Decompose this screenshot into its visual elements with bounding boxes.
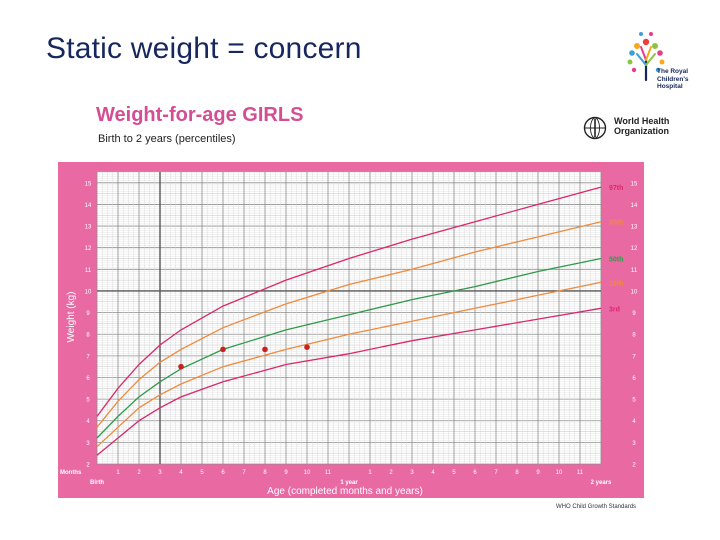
y-tick-label-left: 8 — [86, 333, 90, 339]
chart-subtitle: Birth to 2 years (percentiles) — [98, 133, 236, 145]
y-tick-label-left: 9 — [86, 311, 90, 317]
x-tick-label: 10 — [304, 470, 311, 476]
x-tick-label: 8 — [515, 470, 519, 476]
y-tick-label-right: 13 — [631, 225, 638, 231]
chart-grid — [96, 171, 602, 465]
y-tick-label-left: 2 — [86, 463, 90, 469]
source-label: WHO Child Growth Standards — [556, 504, 637, 510]
x-tick-label: 1 — [368, 470, 372, 476]
x-tick-label: 5 — [200, 470, 204, 476]
y-tick-label-left: 6 — [86, 376, 90, 382]
who-emblem-icon — [583, 116, 607, 140]
logo-text: The Royal Children's Hospital — [657, 68, 689, 91]
y-tick-label-right: 8 — [632, 333, 636, 339]
x-tick-label: 2 — [137, 470, 141, 476]
x-tick-label: 11 — [577, 470, 584, 476]
percentile-curve-50th — [96, 257, 602, 439]
percentile-label-97th: 97th — [609, 185, 623, 192]
y-tick-label-left: 5 — [86, 398, 90, 404]
x-tick-label: 1 — [116, 470, 120, 476]
patient-weight-point — [178, 363, 184, 370]
percentile-curve-85th — [96, 221, 602, 428]
royal-childrens-hospital-logo — [627, 32, 665, 82]
x-tick-label: 7 — [242, 470, 246, 476]
x-tick-label: 9 — [284, 470, 288, 476]
x-tick-label: Birth — [90, 480, 104, 486]
y-tick-label-right: 12 — [631, 246, 638, 252]
logo-text-line: Children's — [657, 75, 689, 83]
x-tick-label: 8 — [263, 470, 267, 476]
chart-patient-points — [178, 344, 310, 370]
y-tick-label-right: 2 — [632, 463, 636, 469]
chart-reference-lines — [97, 172, 601, 464]
percentile-label-50th: 50th — [609, 257, 623, 264]
y-tick-label-right: 11 — [631, 268, 638, 274]
percentile-label-3rd: 3rd — [609, 306, 620, 313]
who-name-line: Organization — [614, 126, 670, 136]
x-tick-label: 5 — [452, 470, 456, 476]
patient-weight-point — [304, 344, 310, 351]
y-tick-label-left: 12 — [85, 246, 92, 252]
x-tick-label: 4 — [431, 470, 435, 476]
y-tick-label-right: 14 — [631, 203, 638, 209]
y-tick-label-right: 4 — [632, 419, 636, 425]
percentile-curve-15th — [96, 281, 602, 448]
percentile-label-85th: 85th — [609, 220, 623, 227]
x-tick-label: 2 — [389, 470, 393, 476]
x-tick-label: 7 — [494, 470, 498, 476]
who-name: World Health Organization — [614, 116, 669, 136]
y-tick-label-right: 3 — [632, 441, 636, 447]
y-tick-label-right: 6 — [632, 376, 636, 382]
x-tick-label: 11 — [325, 470, 332, 476]
x-tick-label: 1 year — [340, 480, 358, 486]
who-name-line: World Health — [614, 116, 670, 126]
y-tick-label-right: 9 — [632, 311, 636, 317]
y-tick-label-right: 15 — [631, 181, 638, 187]
y-tick-label-right: 7 — [632, 354, 636, 360]
y-tick-label-left: 7 — [86, 354, 90, 360]
y-tick-label-left: 11 — [85, 268, 92, 274]
percentile-label-15th: 15th — [609, 280, 623, 287]
chart-title: Weight-for-age GIRLS — [96, 104, 304, 126]
y-axis-label: Weight (kg) — [66, 292, 77, 343]
percentile-curve-3rd — [96, 307, 602, 456]
x-tick-label: 6 — [473, 470, 477, 476]
y-tick-label-left: 15 — [85, 181, 92, 187]
y-tick-label-left: 4 — [86, 419, 90, 425]
y-tick-label-left: 10 — [85, 289, 92, 295]
x-tick-label: 10 — [556, 470, 563, 476]
slide-title: Static weight = concern — [46, 32, 362, 65]
y-tick-label-left: 14 — [85, 203, 92, 209]
logo-text-line: Hospital — [657, 83, 683, 90]
y-tick-label-left: 3 — [86, 441, 90, 447]
chart-curves: 97th 85th 50th 15th 3rd — [96, 185, 623, 456]
x-tick-label: 3 — [410, 470, 414, 476]
y-tick-label-right: 5 — [632, 398, 636, 404]
logo-text-line: The Royal — [657, 68, 689, 75]
x-axis-label: Age (completed months and years) — [267, 486, 423, 497]
x-tick-label: 6 — [221, 470, 225, 476]
y-tick-label-right: 10 — [631, 289, 638, 295]
patient-weight-point — [262, 346, 268, 353]
x-tick-label: 9 — [536, 470, 540, 476]
x-tick-label: 3 — [158, 470, 162, 476]
patient-weight-point — [220, 346, 226, 353]
y-tick-label-left: 13 — [85, 225, 92, 231]
percentile-curve-97th — [96, 186, 602, 417]
months-label: Months — [60, 470, 82, 476]
x-tick-label: 2 years — [591, 480, 612, 486]
x-tick-label: 4 — [179, 470, 183, 476]
